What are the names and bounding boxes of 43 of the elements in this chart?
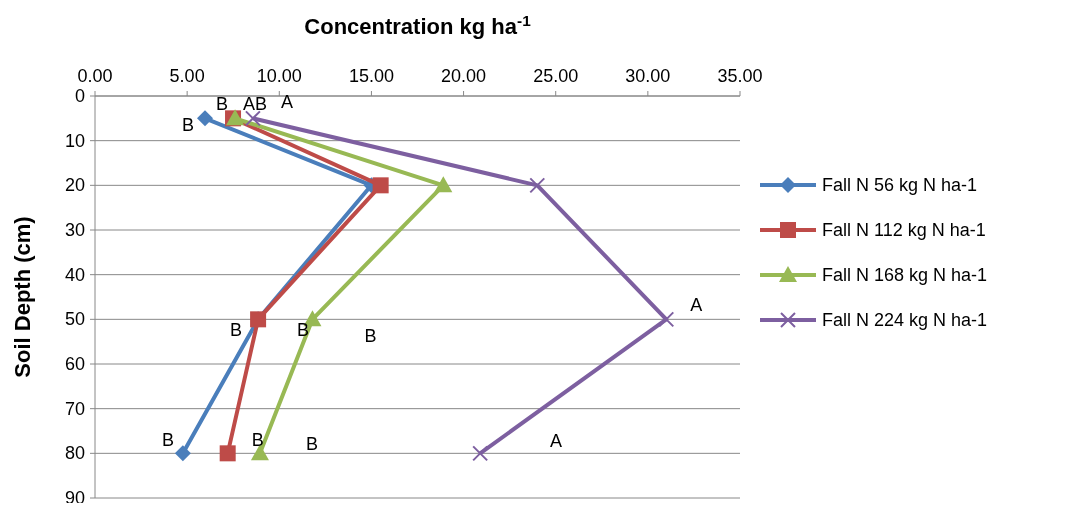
annotation: B (216, 94, 229, 115)
x-tick-label: 30.00 (625, 66, 671, 86)
annotation: B (251, 430, 264, 451)
x-tick-label: 25.00 (533, 66, 579, 86)
y-axis-title: Soil Depth (cm) (10, 216, 35, 378)
y-tick-label: 60 (64, 354, 85, 374)
annotation: A (690, 295, 703, 316)
y-tick-label: 30 (64, 220, 85, 240)
point (219, 445, 236, 462)
annotation: A (280, 92, 293, 113)
y-tick-label: 40 (64, 264, 85, 285)
y-tick-label: 80 (64, 443, 85, 464)
x-tick-label: 20.00 (441, 66, 487, 86)
point (197, 110, 214, 127)
annotation: B (364, 326, 377, 347)
y-tick-label: 20 (64, 175, 85, 196)
x-tick-label: 10.00 (256, 66, 302, 86)
legend-label: Fall N 56 kg N ha-1 (822, 175, 978, 195)
annotation: A (549, 431, 563, 451)
x-tick-label: 35.00 (717, 66, 763, 86)
annotation: B (230, 320, 243, 341)
y-tick-label: 50 (64, 309, 85, 330)
y-tick-label: 70 (64, 398, 85, 419)
y-tick-label: 10 (64, 130, 85, 151)
annotation: AB (243, 94, 268, 115)
annotation: B (182, 115, 195, 136)
point (434, 176, 453, 193)
point (244, 110, 261, 127)
y-tick-label: 0 (74, 86, 85, 106)
legend-label: Fall N 168 kg N ha-1 (822, 265, 988, 285)
point (372, 177, 389, 194)
x-tick-label: 15.00 (348, 66, 394, 86)
point (529, 177, 546, 194)
x-tick-label: 0.00 (77, 66, 113, 86)
annotation: B (305, 434, 318, 455)
x-axis-title: Concentration kg ha$^{-1}$ (304, 11, 532, 39)
point (174, 445, 191, 462)
x-tick-label: 5.00 (169, 66, 205, 86)
legend-label: Fall N 112 kg N ha-1 (822, 220, 986, 240)
annotation: B (161, 430, 174, 451)
legend-label: Fall N 224 kg N ha-1 (822, 310, 988, 330)
point (250, 444, 269, 461)
point (472, 445, 489, 462)
